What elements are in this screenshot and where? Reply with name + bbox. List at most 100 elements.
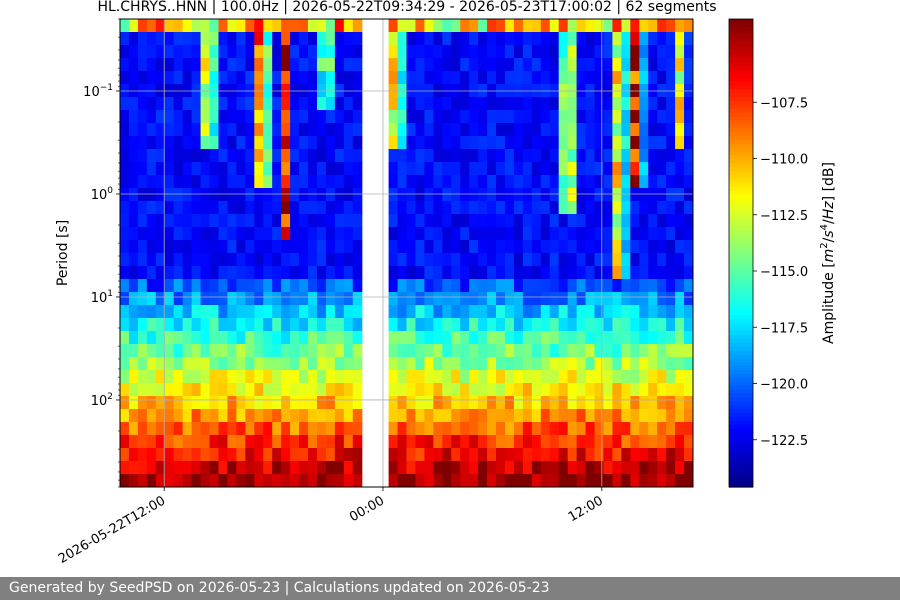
heatmap-cell: [397, 123, 408, 137]
heatmap-cell: [236, 201, 246, 215]
heatmap-cell: [209, 370, 220, 384]
heatmap-cell: [173, 253, 184, 267]
heatmap-cell: [630, 201, 640, 215]
heatmap-cell: [433, 240, 443, 254]
heatmap-cell: [504, 435, 515, 449]
heatmap-cell: [433, 461, 443, 475]
heatmap-cell: [308, 370, 318, 384]
heatmap-cell: [245, 162, 255, 176]
heatmap-cell: [442, 110, 452, 124]
heatmap-cell: [549, 435, 560, 449]
heatmap-cell: [540, 474, 551, 487]
heatmap-cell: [522, 396, 533, 410]
heatmap-cell: [308, 318, 318, 332]
heatmap-cell: [531, 435, 542, 449]
heatmap-cell: [496, 32, 506, 46]
heatmap-cell: [227, 266, 237, 280]
heatmap-cell: [478, 383, 488, 397]
heatmap-cell: [576, 58, 587, 72]
heatmap-cell: [478, 279, 488, 293]
heatmap-cell: [639, 149, 649, 163]
heatmap-cell: [281, 305, 291, 319]
heatmap-cell: [316, 214, 327, 228]
heatmap-cell: [120, 253, 130, 267]
heatmap-cell: [630, 396, 640, 410]
heatmap-cell: [675, 45, 685, 59]
heatmap-cell: [675, 448, 685, 462]
heatmap-cell: [343, 175, 354, 189]
heatmap-cell: [567, 318, 578, 332]
colorbar-swatch: [729, 346, 753, 352]
heatmap-cell: [567, 474, 578, 487]
heatmap-cell: [254, 58, 264, 72]
heatmap-cell: [120, 188, 130, 202]
heatmap-cell: [281, 45, 291, 59]
heatmap-cell: [585, 266, 596, 280]
heatmap-cell: [227, 279, 237, 293]
heatmap-cell: [218, 279, 229, 293]
heatmap-cell: [299, 370, 309, 384]
heatmap-cell: [666, 253, 676, 267]
heatmap-cell: [308, 448, 318, 462]
heatmap-cell: [469, 58, 479, 72]
heatmap-cell: [594, 19, 605, 33]
heatmap-cell: [263, 461, 273, 475]
heatmap-cell: [612, 474, 622, 487]
heatmap-cell: [325, 240, 336, 254]
heatmap-cell: [639, 396, 649, 410]
heatmap-cell: [576, 474, 587, 487]
heatmap-cell: [469, 292, 479, 306]
heatmap-cell: [388, 201, 399, 215]
heatmap-cell: [549, 123, 560, 137]
heatmap-cell: [209, 19, 220, 33]
heatmap-cell: [290, 149, 300, 163]
heatmap-cell: [308, 201, 318, 215]
heatmap-cell: [639, 136, 649, 150]
heatmap-cell: [567, 253, 578, 267]
heatmap-cell: [442, 435, 452, 449]
heatmap-cell: [128, 201, 139, 215]
heatmap-cell: [227, 45, 237, 59]
heatmap-cell: [325, 188, 336, 202]
heatmap-cell: [290, 318, 300, 332]
heatmap-cell: [352, 58, 363, 72]
heatmap-cell: [684, 214, 693, 228]
heatmap-cell: [513, 435, 524, 449]
heatmap-cell: [173, 32, 184, 46]
heatmap-cell: [576, 279, 587, 293]
heatmap-cell: [352, 474, 363, 487]
heatmap-cell: [657, 71, 667, 85]
heatmap-cell: [675, 227, 685, 241]
heatmap-cell: [675, 279, 685, 293]
heatmap-cell: [513, 175, 524, 189]
heatmap-cell: [146, 227, 157, 241]
heatmap-cell: [352, 45, 363, 59]
heatmap-cell: [182, 474, 193, 487]
heatmap-cell: [236, 188, 246, 202]
heatmap-cell: [272, 58, 282, 72]
heatmap-cell: [415, 396, 425, 410]
heatmap-cell: [191, 474, 202, 487]
heatmap-cell: [281, 266, 291, 280]
colorbar-swatch: [729, 104, 753, 110]
heatmap-cell: [146, 97, 157, 111]
heatmap-cell: [612, 266, 622, 280]
heatmap-cell: [352, 123, 363, 137]
heatmap-cell: [308, 409, 318, 423]
heatmap-cell: [281, 318, 291, 332]
heatmap-cell: [513, 123, 524, 137]
heatmap-cell: [334, 279, 345, 293]
heatmap-cell: [478, 227, 488, 241]
heatmap-cell: [594, 58, 605, 72]
heatmap-cell: [657, 331, 667, 345]
colorbar-swatch: [729, 69, 753, 75]
heatmap-cell: [173, 149, 184, 163]
heatmap-cell: [451, 435, 461, 449]
heatmap-cell: [460, 97, 470, 111]
heatmap-cell: [128, 19, 139, 33]
colorbar-swatch: [729, 459, 753, 465]
heatmap-cell: [173, 58, 184, 72]
heatmap-cell: [433, 292, 443, 306]
colorbar-swatch: [729, 284, 753, 289]
heatmap-cell: [648, 19, 658, 33]
